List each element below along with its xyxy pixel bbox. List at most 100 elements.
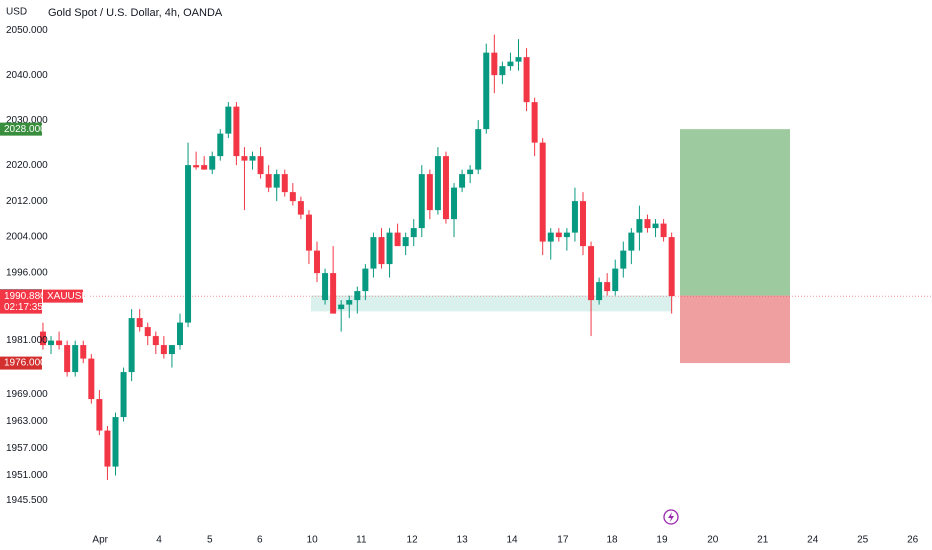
candle-body [249, 156, 256, 161]
y-tick-label: 2040.000 [6, 70, 48, 81]
lightning-icon[interactable] [663, 509, 679, 525]
candle-body [354, 291, 361, 301]
x-tick-label: 26 [907, 535, 919, 546]
x-tick-label: 18 [606, 535, 618, 546]
candle-body [289, 192, 296, 202]
take-profit-zone [680, 129, 790, 296]
x-tick-label: 4 [156, 535, 162, 546]
candle-body [176, 322, 183, 346]
y-tick-label: 2004.000 [6, 232, 48, 243]
candle-body [668, 237, 675, 297]
countdown-label: 02:17:35 [4, 302, 43, 313]
y-tick-label: 1951.000 [6, 470, 48, 481]
candle-body [394, 232, 401, 247]
candle-body [442, 156, 449, 220]
candle-body [338, 304, 345, 310]
candle-body [604, 282, 611, 292]
candle-body [136, 318, 143, 328]
candle-body [233, 106, 240, 157]
candle-body [225, 106, 232, 134]
candle-body [571, 201, 578, 233]
candle-body [370, 237, 377, 269]
x-tick-label: 20 [707, 535, 719, 546]
take-profit-label-bg [0, 122, 42, 136]
candle-body [588, 246, 595, 301]
last-price-label: 1990.880 [4, 291, 46, 302]
icon-bolt [668, 512, 674, 522]
candle-body [402, 237, 409, 247]
candle-body [346, 300, 353, 305]
stop-loss-label-bg [0, 356, 42, 370]
x-tick-label: 13 [457, 535, 469, 546]
symbol-label: XAUUSD [47, 291, 89, 302]
candle-body [72, 345, 79, 373]
y-tick-label: 2020.000 [6, 160, 48, 171]
candle-body [281, 174, 288, 193]
x-tick-label: 12 [407, 535, 419, 546]
candle-body [362, 268, 369, 292]
x-tick-label: 10 [307, 535, 319, 546]
y-tick-label: 1996.000 [6, 268, 48, 279]
candle-body [531, 102, 538, 143]
take-profit-label: 2028.000 [4, 124, 46, 135]
candle-body [48, 340, 55, 346]
currency-label: USD [6, 7, 27, 18]
candle-body [660, 223, 667, 238]
candle-body [112, 417, 119, 467]
candle-body [539, 142, 546, 242]
candle-body [120, 372, 127, 418]
x-tick-label: 19 [656, 535, 668, 546]
x-tick-label: 24 [807, 535, 819, 546]
y-tick-label: 2030.000 [6, 115, 48, 126]
candle-body [96, 399, 103, 431]
candle-body [596, 282, 603, 301]
candle-body [378, 237, 385, 265]
candle-body [241, 156, 248, 161]
candle-body [555, 232, 562, 238]
candle-body [217, 133, 224, 157]
candle-body [523, 57, 530, 103]
candle-body [209, 156, 216, 170]
candle-body [193, 165, 200, 168]
candle-body [434, 156, 441, 211]
stop-loss-zone [680, 295, 790, 364]
x-tick-label: 5 [207, 535, 213, 546]
candle-body [467, 169, 474, 175]
candle-body [160, 345, 167, 355]
candle-body [297, 201, 304, 215]
y-tick-label: 2012.000 [6, 196, 48, 207]
x-tick-label: 21 [757, 535, 769, 546]
candle-body [644, 219, 651, 229]
candle-body [459, 174, 466, 188]
x-tick-label: 14 [507, 535, 519, 546]
candle-body [257, 156, 264, 175]
candle-body [515, 57, 522, 62]
candle-body [620, 250, 627, 269]
chart-title: Gold Spot / U.S. Dollar, 4h, OANDA [48, 7, 223, 19]
candle-body [386, 232, 393, 265]
icon-circle [663, 509, 679, 525]
y-tick-label: 1957.000 [6, 443, 48, 454]
candle-body [491, 52, 498, 76]
stop-loss-label: 1976.000 [4, 358, 46, 369]
candle-body [185, 165, 192, 323]
x-tick-label: 25 [857, 535, 869, 546]
x-tick-label: Apr [92, 535, 108, 546]
candle-body [152, 336, 159, 346]
candle-body [314, 250, 321, 274]
candle-body [418, 174, 425, 229]
candle-body [265, 174, 272, 188]
y-tick-label: 1945.500 [6, 495, 48, 506]
candle-body [652, 223, 659, 229]
candle-body [628, 232, 635, 251]
candle-body [612, 268, 619, 292]
candle-body [499, 66, 506, 76]
candle-body [56, 340, 63, 346]
symbol-bg [43, 289, 83, 303]
candle-body [64, 345, 71, 373]
x-tick-label: 17 [557, 535, 569, 546]
candle-body [475, 129, 482, 170]
y-tick-label: 1963.000 [6, 416, 48, 427]
